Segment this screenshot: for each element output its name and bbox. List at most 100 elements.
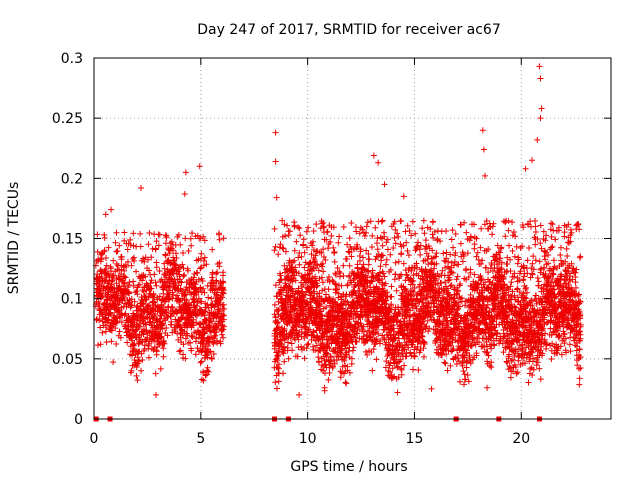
data-point	[348, 253, 355, 260]
data-point	[277, 337, 284, 344]
data-point	[114, 247, 121, 254]
data-point	[306, 260, 313, 267]
data-point	[220, 334, 227, 341]
data-point	[274, 308, 281, 315]
data-point	[143, 321, 150, 328]
data-point	[213, 270, 220, 277]
data-point	[383, 256, 390, 263]
data-point	[180, 273, 187, 280]
data-point	[322, 361, 329, 368]
data-point	[449, 227, 456, 234]
data-point	[279, 244, 286, 251]
data-point	[346, 354, 353, 361]
data-point	[317, 308, 324, 315]
data-point	[318, 274, 325, 281]
data-point	[160, 353, 167, 360]
data-point	[312, 337, 319, 344]
data-point	[484, 349, 491, 356]
data-point	[315, 359, 322, 366]
data-point	[366, 333, 373, 340]
data-point	[282, 232, 289, 239]
data-point	[148, 285, 155, 292]
data-point	[220, 290, 227, 297]
data-point	[217, 338, 224, 345]
data-point	[328, 232, 335, 239]
data-point	[282, 248, 289, 255]
data-point	[314, 262, 321, 269]
data-point	[377, 234, 384, 241]
data-point	[277, 241, 284, 248]
data-point	[134, 311, 141, 318]
data-point	[173, 255, 180, 262]
data-point	[287, 308, 294, 315]
data-point	[340, 262, 347, 269]
data-point	[457, 281, 464, 288]
data-point	[153, 317, 160, 324]
data-point	[509, 219, 516, 226]
data-point	[185, 248, 192, 255]
data-point	[272, 243, 279, 250]
data-point	[161, 340, 168, 347]
data-point	[147, 280, 154, 287]
data-point	[168, 304, 175, 311]
data-point	[323, 236, 330, 243]
data-point	[200, 285, 207, 292]
data-point	[367, 333, 374, 340]
data-point	[327, 238, 334, 245]
data-point	[163, 325, 170, 332]
data-point	[365, 261, 372, 268]
data-point	[187, 339, 194, 346]
data-point	[187, 345, 194, 352]
data-point	[457, 240, 464, 247]
data-point	[139, 357, 146, 364]
data-point	[464, 250, 471, 257]
data-point	[182, 291, 189, 298]
data-point	[284, 339, 291, 346]
data-point	[321, 333, 328, 340]
data-point	[184, 267, 191, 274]
data-point	[331, 258, 338, 265]
data-point	[343, 380, 350, 387]
data-point	[136, 323, 143, 330]
data-point	[280, 331, 287, 338]
data-point	[204, 367, 211, 374]
data-point	[402, 228, 409, 235]
data-point	[295, 254, 302, 261]
data-point	[200, 233, 207, 240]
data-point	[340, 272, 347, 279]
data-point	[479, 257, 486, 264]
data-point	[374, 235, 381, 242]
data-point	[107, 306, 114, 313]
data-point	[175, 298, 182, 305]
data-point	[138, 367, 145, 374]
data-point	[197, 265, 204, 272]
data-point	[532, 292, 539, 299]
data-point	[315, 267, 322, 274]
data-point	[150, 290, 157, 297]
data-point	[325, 274, 332, 281]
data-point	[118, 319, 125, 326]
data-point	[108, 281, 115, 288]
data-point	[291, 219, 298, 226]
data-point	[188, 333, 195, 340]
data-point	[325, 294, 332, 301]
data-point	[316, 307, 323, 314]
data-point	[176, 348, 183, 355]
data-point	[276, 244, 283, 251]
data-point	[336, 268, 343, 275]
data-point	[303, 300, 310, 307]
data-point	[133, 326, 140, 333]
data-point	[133, 363, 140, 370]
data-point	[393, 287, 400, 294]
data-point	[190, 316, 197, 323]
data-point	[362, 229, 369, 236]
data-point	[275, 378, 282, 385]
data-point	[210, 350, 217, 357]
data-point	[151, 299, 158, 306]
data-point	[284, 222, 291, 229]
data-point	[289, 347, 296, 354]
data-point	[210, 315, 217, 322]
data-point	[363, 223, 370, 230]
data-point	[122, 262, 129, 269]
data-point	[278, 276, 285, 283]
